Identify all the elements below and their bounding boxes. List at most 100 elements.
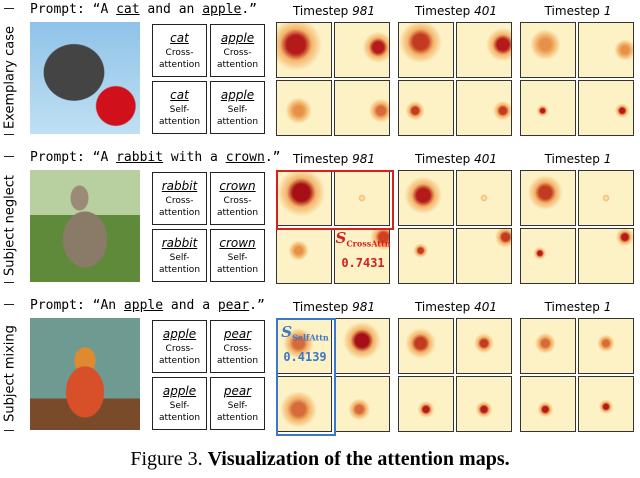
prompt-part: .” — [249, 298, 265, 313]
word: crown — [219, 179, 256, 193]
score: SCrossAttn 0.7431 — [334, 228, 392, 273]
attention-type: Cross-attention — [158, 196, 201, 218]
attention-map — [578, 376, 634, 432]
prompt-part: crown — [225, 150, 265, 165]
timestep-label: Timestep — [544, 300, 600, 314]
attention-type: Self-attention — [216, 253, 259, 275]
score-subscript: SelfAttn — [292, 332, 329, 343]
attention-map — [334, 318, 390, 374]
side-label: Subject neglect — [2, 174, 18, 277]
attention-map — [334, 80, 390, 136]
attention-map — [456, 228, 512, 284]
attention-box: pear Cross-attention — [210, 320, 265, 373]
attention-map — [578, 22, 634, 78]
attention-map — [398, 80, 454, 136]
attention-map — [456, 318, 512, 374]
attention-map — [578, 80, 634, 136]
prompt-part: Prompt: “A — [30, 2, 117, 17]
attention-map — [520, 170, 576, 226]
word: crown — [219, 236, 256, 250]
attention-map — [578, 170, 634, 226]
prompt-part: .” — [241, 2, 257, 17]
caption-text: Visualization of the attention maps. — [207, 448, 510, 470]
prompt-part: pear — [217, 298, 250, 313]
attention-box: apple Cross-attention — [152, 320, 207, 373]
attention-map — [398, 318, 454, 374]
timestep-label: Timestep — [544, 152, 600, 166]
score-value: 0.7431 — [341, 256, 385, 271]
attention-map — [398, 228, 454, 284]
score-symbol: S — [281, 323, 293, 341]
prompt-part: .” — [264, 150, 281, 165]
attention-map — [276, 22, 332, 78]
timestep-value: 1 — [603, 300, 612, 314]
side-label: Exemplary case — [2, 25, 18, 130]
word: apple — [220, 88, 255, 102]
attention-type: Self-attention — [158, 105, 201, 127]
timestep-label: Timestep — [414, 4, 471, 18]
prompt-part: and an — [139, 2, 203, 17]
attention-map — [456, 22, 512, 78]
prompt: Prompt: “An apple and a pear.” — [30, 298, 265, 313]
attention-type: Cross-attention — [158, 48, 201, 70]
bracket — [4, 134, 14, 135]
attention-box: rabbit Self-attention — [152, 229, 207, 282]
attention-map — [334, 376, 390, 432]
attention-map — [398, 170, 454, 226]
timestep-header: Timestep 1 — [520, 152, 636, 166]
attention-box: cat Self-attention — [152, 81, 207, 134]
prompt-part: apple — [202, 2, 242, 17]
prompt-part: rabbit — [116, 150, 164, 165]
prompt-part: and a — [163, 298, 218, 313]
attention-map — [520, 80, 576, 136]
attention-map — [520, 228, 576, 284]
timestep-label: Timestep — [292, 4, 349, 18]
attention-box: rabbit Cross-attention — [152, 172, 207, 225]
word: rabbit — [161, 236, 198, 250]
timestep-label: Timestep — [414, 152, 471, 166]
timestep-value: 401 — [474, 152, 498, 166]
attention-box: pear Self-attention — [210, 377, 265, 430]
attention-type: Cross-attention — [158, 344, 201, 366]
timestep-header: Timestep 401 — [398, 300, 514, 314]
word: apple — [162, 327, 197, 341]
timestep-value: 401 — [474, 4, 498, 18]
timestep-header: Timestep 1 — [520, 4, 636, 18]
highlight — [276, 318, 336, 436]
timestep-header: Timestep 401 — [398, 4, 514, 18]
prompt: Prompt: “A cat and an apple.” — [30, 2, 257, 17]
attention-map — [520, 376, 576, 432]
timestep-label: Timestep — [414, 300, 471, 314]
prompt-part: Prompt: “A — [30, 150, 117, 165]
attention-box: apple Cross-attention — [210, 24, 265, 77]
score-subscript: CrossAttn — [346, 238, 391, 249]
attention-map — [520, 22, 576, 78]
score: SSelfAttn 0.4139 — [276, 322, 334, 367]
caption-prefix: Figure 3. — [130, 448, 203, 470]
prompt-part: cat — [116, 2, 140, 17]
timestep-header: Timestep 1 — [520, 300, 636, 314]
word: pear — [223, 327, 252, 341]
timestep-value: 1 — [603, 4, 612, 18]
word: pear — [223, 384, 252, 398]
attention-map — [520, 318, 576, 374]
prompt: Prompt: “A rabbit with a crown.” — [30, 150, 280, 165]
attention-map — [334, 170, 390, 226]
attention-map — [456, 376, 512, 432]
word: rabbit — [161, 179, 198, 193]
prompt-part: apple — [123, 298, 164, 313]
score-value: 0.4139 — [283, 350, 327, 365]
attention-map — [334, 22, 390, 78]
side-label: Subject mixing — [2, 325, 18, 422]
bracket — [4, 156, 14, 157]
timestep-header: Timestep 981 — [276, 4, 392, 18]
timestep-header: Timestep 401 — [398, 152, 514, 166]
timestep-label: Timestep — [292, 152, 349, 166]
attention-map — [276, 170, 332, 226]
timestep-value: 981 — [352, 152, 376, 166]
timestep-value: 401 — [474, 300, 498, 314]
word: apple — [162, 384, 197, 398]
timestep-label: Timestep — [292, 300, 349, 314]
highlight — [276, 170, 394, 230]
